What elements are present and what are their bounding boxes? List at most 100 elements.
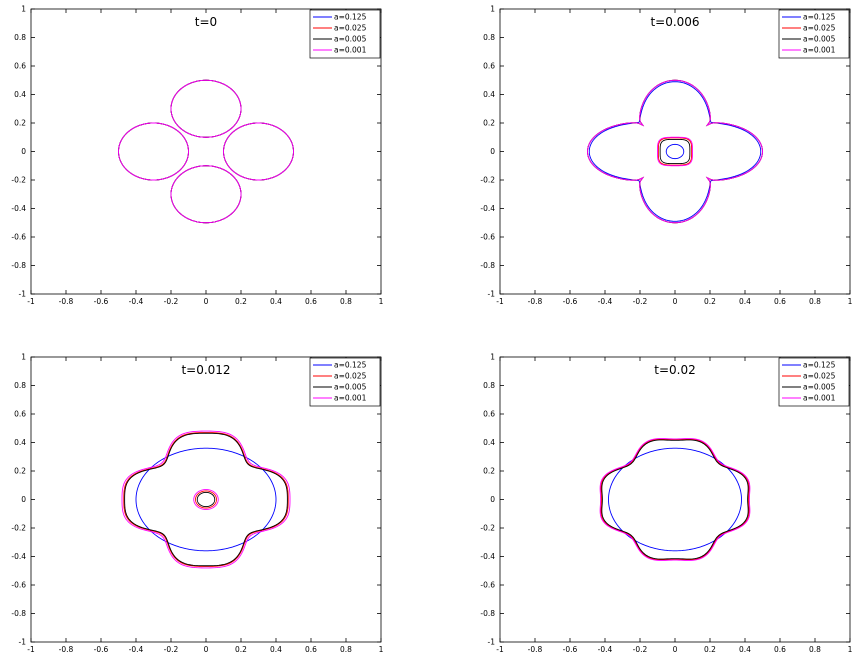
x-tick-label: -1 xyxy=(27,297,35,306)
series-curve-a=0.025 xyxy=(657,137,693,166)
x-tick-label: 0.4 xyxy=(739,297,751,306)
y-tick-label: 0.8 xyxy=(14,33,26,42)
y-tick-label: 0.4 xyxy=(483,438,495,447)
series-curve-a=0.001 xyxy=(223,122,294,181)
series-curve-a=0.001 xyxy=(657,136,693,167)
series-curve-a=0.125 xyxy=(135,447,277,552)
series-curve-a=0.001 xyxy=(118,122,189,181)
legend-label: a=0.001 xyxy=(803,46,836,55)
y-tick-label: -0.4 xyxy=(11,204,26,213)
x-tick-label: -0.6 xyxy=(94,297,109,306)
y-tick-label: -0.8 xyxy=(480,609,495,618)
series-curve-a=0.001 xyxy=(121,430,291,569)
x-tick-label: 0 xyxy=(673,645,678,653)
subplot-title: t=0 xyxy=(195,15,217,29)
x-tick-label: -1 xyxy=(496,645,504,653)
y-tick-label: 1 xyxy=(21,353,26,362)
x-tick-label: -0.2 xyxy=(164,645,179,653)
series-curve-a=0.005 xyxy=(601,439,749,560)
x-tick-label: -0.6 xyxy=(563,297,578,306)
y-tick-label: -1 xyxy=(488,638,496,647)
y-tick-label: -0.8 xyxy=(480,261,495,270)
x-tick-label: -0.8 xyxy=(528,297,543,306)
y-tick-label: -0.2 xyxy=(11,176,26,185)
y-tick-label: -0.6 xyxy=(480,233,495,242)
x-tick-label: -1 xyxy=(496,297,504,306)
x-tick-label: -0.8 xyxy=(528,645,543,653)
x-tick-label: -0.6 xyxy=(94,645,109,653)
legend-label: a=0.025 xyxy=(334,24,367,33)
x-tick-label: 1 xyxy=(848,645,852,653)
series-curve-a=0.125 xyxy=(608,447,742,552)
x-tick-label: -0.4 xyxy=(598,297,613,306)
y-tick-label: -0.6 xyxy=(11,233,26,242)
y-tick-label: 0.6 xyxy=(483,62,495,71)
x-tick-label: 0 xyxy=(204,645,209,653)
x-tick-label: -0.4 xyxy=(598,645,613,653)
series-curve-a=0.005 xyxy=(659,138,691,165)
y-tick-label: -0.6 xyxy=(480,581,495,590)
series-curve-a=0.001 xyxy=(193,489,219,510)
x-tick-label: 0.4 xyxy=(270,645,282,653)
x-tick-label: 0.8 xyxy=(340,297,352,306)
subplot-2: -1 -0.8 -0.6 -0.4 -0.2 0 0.2 0.4 0.6 0.8 1 -1 -0.8 -0… xyxy=(480,5,852,307)
x-tick-label: -0.4 xyxy=(129,645,144,653)
y-tick-label: -1 xyxy=(19,638,27,647)
x-tick-label: 1 xyxy=(848,297,852,306)
legend-label: a=0.025 xyxy=(803,24,836,33)
x-tick-label: 0.6 xyxy=(305,645,317,653)
y-tick-label: 0.8 xyxy=(483,381,495,390)
series-curve-a=0.005 xyxy=(196,491,216,508)
subplot-title: t=0.02 xyxy=(654,363,695,377)
y-tick-label: -0.2 xyxy=(480,176,495,185)
x-tick-label: -0.4 xyxy=(129,297,144,306)
legend-label: a=0.025 xyxy=(803,372,836,381)
x-tick-label: 0 xyxy=(673,297,678,306)
y-tick-label: 1 xyxy=(21,5,26,14)
y-tick-label: 0.8 xyxy=(14,381,26,390)
subplot-title: t=0.006 xyxy=(650,15,699,29)
y-tick-label: -0.4 xyxy=(11,552,26,561)
x-tick-label: 0.8 xyxy=(809,297,821,306)
y-tick-label: -0.4 xyxy=(480,204,495,213)
legend-label: a=0.005 xyxy=(803,35,836,44)
y-tick-label: 0.8 xyxy=(483,33,495,42)
subplot-4: -1 -0.8 -0.6 -0.4 -0.2 0 0.2 0.4 0.6 0.8 1 -1 -0.8 -0… xyxy=(480,353,852,653)
y-tick-label: -0.2 xyxy=(11,524,26,533)
x-tick-label: 1 xyxy=(379,297,384,306)
legend-label: a=0.125 xyxy=(803,13,836,22)
y-tick-label: 0 xyxy=(490,147,495,156)
x-tick-label: -0.6 xyxy=(563,645,578,653)
y-tick-label: -1 xyxy=(488,290,496,299)
y-tick-label: 0.4 xyxy=(483,90,495,99)
x-tick-label: -1 xyxy=(27,645,35,653)
y-tick-label: 1 xyxy=(490,353,495,362)
series-curve-a=0.001 xyxy=(587,79,763,224)
x-tick-label: 0.2 xyxy=(704,297,716,306)
x-tick-label: 0.4 xyxy=(739,645,751,653)
x-tick-label: 0.6 xyxy=(774,297,786,306)
y-tick-label: 0.4 xyxy=(14,90,26,99)
legend-label: a=0.005 xyxy=(803,383,836,392)
x-tick-label: 0.2 xyxy=(235,645,247,653)
series-curve-a=0.025 xyxy=(195,490,217,509)
subplot-title: t=0.012 xyxy=(181,363,230,377)
y-tick-label: -0.4 xyxy=(480,552,495,561)
series-curve-a=0.025 xyxy=(123,432,289,567)
y-tick-label: 0 xyxy=(21,147,26,156)
x-tick-label: -0.2 xyxy=(164,297,179,306)
x-tick-label: -0.2 xyxy=(633,297,648,306)
series-curve-a=0.001 xyxy=(170,79,242,138)
subplot-3: -1 -0.8 -0.6 -0.4 -0.2 0 0.2 0.4 0.6 0.8 1 -1 -0.8 -0… xyxy=(11,353,383,653)
legend-label: a=0.001 xyxy=(334,394,367,403)
y-tick-label: 0.2 xyxy=(14,467,26,476)
x-tick-label: 0.2 xyxy=(235,297,247,306)
y-tick-label: -0.2 xyxy=(480,524,495,533)
legend-label: a=0.125 xyxy=(334,361,367,370)
series-curve-a=0.001 xyxy=(170,165,242,224)
legend-label: a=0.001 xyxy=(803,394,836,403)
y-tick-label: 0 xyxy=(490,495,495,504)
x-tick-label: 0.2 xyxy=(704,645,716,653)
x-tick-label: -0.2 xyxy=(633,645,648,653)
